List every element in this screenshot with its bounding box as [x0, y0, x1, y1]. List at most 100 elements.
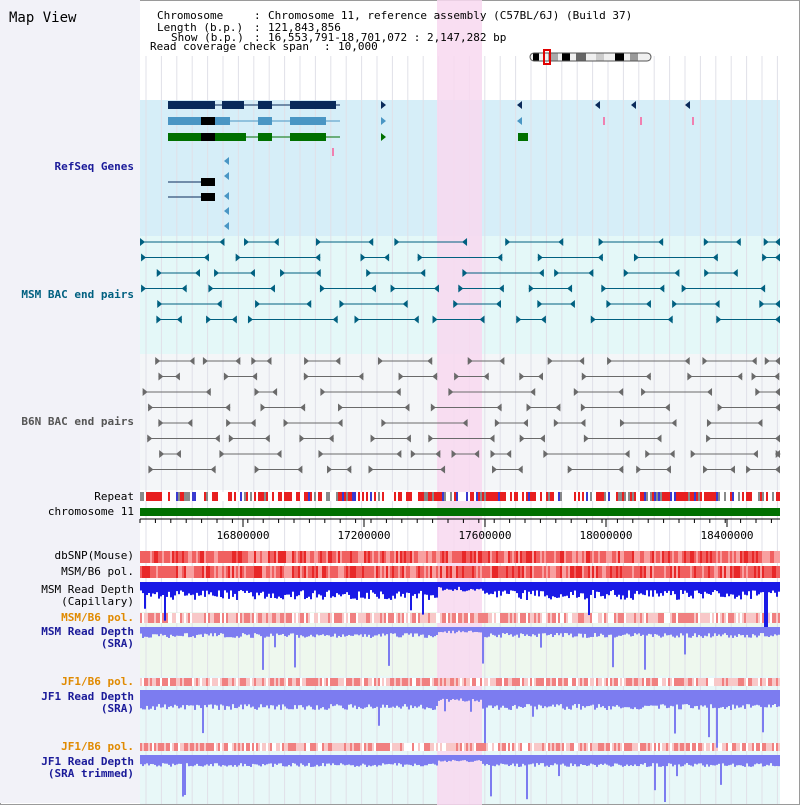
msm-pol-density [290, 566, 292, 578]
jf1-depth-trimmed-bar [276, 755, 278, 765]
msm-depth-capillary-bar [384, 582, 386, 599]
msm-depth-sra-bar [458, 627, 460, 631]
jf1-depth-trimmed-bar [318, 755, 320, 767]
msm-depth-capillary-bar [454, 582, 456, 590]
msm-pol-sra-density [610, 613, 612, 623]
msm-pol-density [372, 566, 374, 578]
dbsnp-density [312, 551, 314, 563]
jf1-depth-sra-bar [362, 690, 364, 709]
msm-pol-density [566, 566, 568, 578]
msm-depth-capillary-bar [238, 582, 240, 592]
jf1-depth-sra-bar [364, 690, 366, 708]
jf1-pol-density [774, 678, 776, 686]
msm-pol-density [500, 566, 502, 578]
jf1-pol-density [696, 678, 698, 686]
msm-pol-density [598, 566, 600, 578]
repeat-feature [692, 492, 694, 501]
dbsnp-density [456, 551, 458, 563]
track-label-msm-bac: MSM BAC end pairs [21, 288, 134, 301]
jf1-pol-trimmed-density [420, 743, 422, 751]
b6n-bac-pair-end [687, 372, 693, 381]
jf1-pol-density [610, 678, 612, 686]
repeat-feature [584, 492, 586, 501]
msm-depth-sra-bar [292, 627, 294, 634]
jf1-pol-trimmed-density [256, 743, 258, 751]
jf1-pol-trimmed-density [280, 743, 282, 751]
msm-pol-sra-density [752, 613, 754, 623]
jf1-pol-density [234, 678, 236, 686]
repeat-feature [588, 492, 590, 501]
dbsnp-density [436, 551, 438, 563]
dbsnp-density [314, 551, 316, 563]
msm-pol-sra-density [508, 613, 510, 623]
jf1-depth-sra-bar [346, 690, 348, 710]
jf1-depth-trimmed-bar [234, 755, 236, 766]
jf1-pol-density [514, 678, 516, 686]
repeat-feature [202, 492, 204, 501]
msm-pol-density [286, 566, 288, 578]
jf1-depth-sra-bar [558, 690, 560, 706]
jf1-pol-density [170, 678, 172, 686]
msm-depth-sra-bar [768, 627, 770, 637]
msm-pol-sra-density [184, 613, 186, 623]
msm-pol-sra-density [552, 613, 554, 623]
msm-pol-sra-density [650, 613, 652, 623]
jf1-pol-density [456, 678, 458, 686]
refseq-exon [201, 178, 215, 186]
jf1-pol-trimmed-density [770, 743, 772, 751]
jf1-depth-trimmed-bar [718, 755, 720, 764]
msm-depth-sra-bar [238, 627, 240, 638]
jf1-depth-sra-bar [612, 690, 614, 707]
repeat-feature [400, 492, 402, 501]
msm-pol-sra-density [602, 613, 604, 623]
jf1-pol-density [378, 678, 380, 686]
dbsnp-density [718, 551, 720, 563]
msm-depth-capillary-bar [174, 582, 176, 596]
jf1-depth-trimmed-bar [142, 755, 144, 767]
jf1-depth-sra-bar [760, 690, 762, 707]
msm-bac-pair-end [554, 269, 560, 277]
msm-pol-density [322, 566, 324, 578]
jf1-pol-trimmed-density [412, 743, 414, 751]
msm-depth-sra-bar [714, 627, 716, 634]
jf1-pol-density [144, 678, 146, 686]
jf1-depth-trimmed-bar [652, 755, 654, 764]
msm-depth-sra-bar [374, 627, 376, 636]
dbsnp-density [188, 551, 190, 563]
msm-depth-capillary-bar [642, 582, 644, 595]
msm-pol-density [294, 566, 296, 578]
dbsnp-density [190, 551, 192, 563]
jf1-depth-trimmed-bar [766, 755, 768, 765]
jf1-depth-sra-bar [304, 690, 306, 710]
dbsnp-density [220, 551, 222, 563]
msm-depth-capillary-bar [422, 582, 424, 615]
msm-bac-pair-end [216, 300, 222, 308]
repeat-feature [382, 492, 384, 501]
dbsnp-density [588, 551, 590, 563]
msm-depth-capillary-bar [348, 582, 350, 595]
repeat-feature [668, 492, 670, 501]
jf1-depth-sra-bar [402, 690, 404, 707]
jf1-pol-density [426, 678, 428, 686]
msm-pol-density [624, 566, 626, 578]
msm-depth-capillary-bar [392, 582, 394, 596]
msm-pol-sra-density [488, 613, 490, 623]
msm-depth-sra-bar [194, 627, 196, 638]
msm-depth-sra-bar [380, 627, 382, 637]
jf1-depth-sra-bar [726, 690, 728, 708]
msm-depth-sra-bar [408, 627, 410, 635]
repeat-feature [252, 492, 254, 501]
jf1-pol-trimmed-density [196, 743, 198, 751]
repeat-feature [438, 492, 440, 501]
msm-depth-capillary-bar [230, 582, 232, 591]
msm-depth-capillary-bar [602, 582, 604, 596]
b6n-bac-pair-end [440, 465, 446, 474]
dbsnp-density [364, 551, 366, 563]
msm-depth-sra-bar [510, 627, 512, 635]
jf1-pol-density [274, 678, 276, 686]
msm-pol-sra-density [366, 613, 368, 623]
jf1-pol-density [602, 678, 604, 686]
msm-depth-sra-bar [546, 627, 548, 636]
jf1-depth-trimmed-bar [742, 755, 744, 767]
